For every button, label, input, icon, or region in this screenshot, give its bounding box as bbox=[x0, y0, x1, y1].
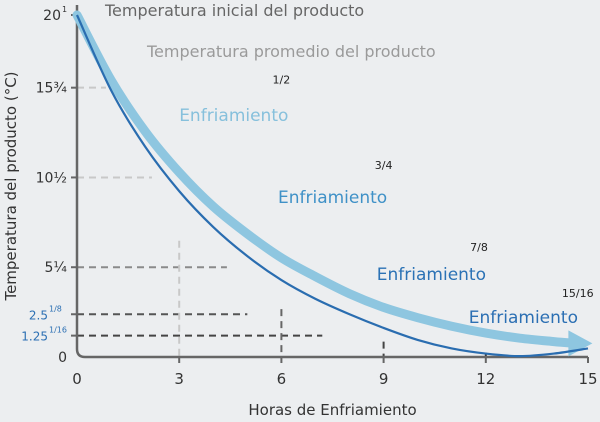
y-tick-label: 20 bbox=[43, 8, 61, 24]
cooling-label: Enfriamiento bbox=[179, 106, 288, 126]
y-tick-sup: 1/16 bbox=[49, 326, 67, 335]
cooling-label: Enfriamiento bbox=[377, 265, 486, 285]
axis-lines bbox=[75, 5, 588, 359]
y-tick-label: 0 bbox=[58, 350, 67, 366]
series-line bbox=[75, 14, 589, 358]
fraction-label: 1/2 bbox=[273, 73, 291, 86]
y-tick-label: 2.5 bbox=[29, 308, 48, 322]
cooling-label: Enfriamiento bbox=[469, 308, 578, 328]
x-tick-label: 9 bbox=[379, 370, 389, 388]
x-tick-label: 15 bbox=[578, 370, 597, 388]
y-tick-label: 15¾ bbox=[36, 81, 68, 97]
y-tick-label: 5¼ bbox=[45, 260, 68, 276]
y-tick-sup: 1/8 bbox=[49, 304, 62, 313]
cooling-label: Enfriamiento bbox=[278, 188, 387, 208]
band-arrow-head bbox=[568, 330, 593, 357]
x-tick-label: 0 bbox=[72, 370, 82, 388]
y-tick-sup: 1 bbox=[62, 5, 67, 14]
x-tick-label: 12 bbox=[476, 370, 495, 388]
fraction-label: 3/4 bbox=[375, 159, 393, 172]
fraction-label: 7/8 bbox=[470, 241, 488, 254]
series-label-initial: Temperatura inicial del producto bbox=[104, 1, 364, 20]
fraction-label: 15/16 bbox=[562, 287, 594, 300]
series-label-average: Temperatura promedio del producto bbox=[146, 42, 436, 61]
y-tick-label: 10½ bbox=[36, 170, 67, 186]
x-axis-label: Horas de Enfriamiento bbox=[248, 401, 416, 419]
series-line bbox=[72, 10, 579, 348]
x-tick-label: 3 bbox=[174, 370, 184, 388]
x-tick-label: 6 bbox=[277, 370, 287, 388]
y-tick-label: 1.25 bbox=[21, 330, 48, 344]
y-axis-label: Temperatura del producto (°C) bbox=[2, 71, 20, 301]
